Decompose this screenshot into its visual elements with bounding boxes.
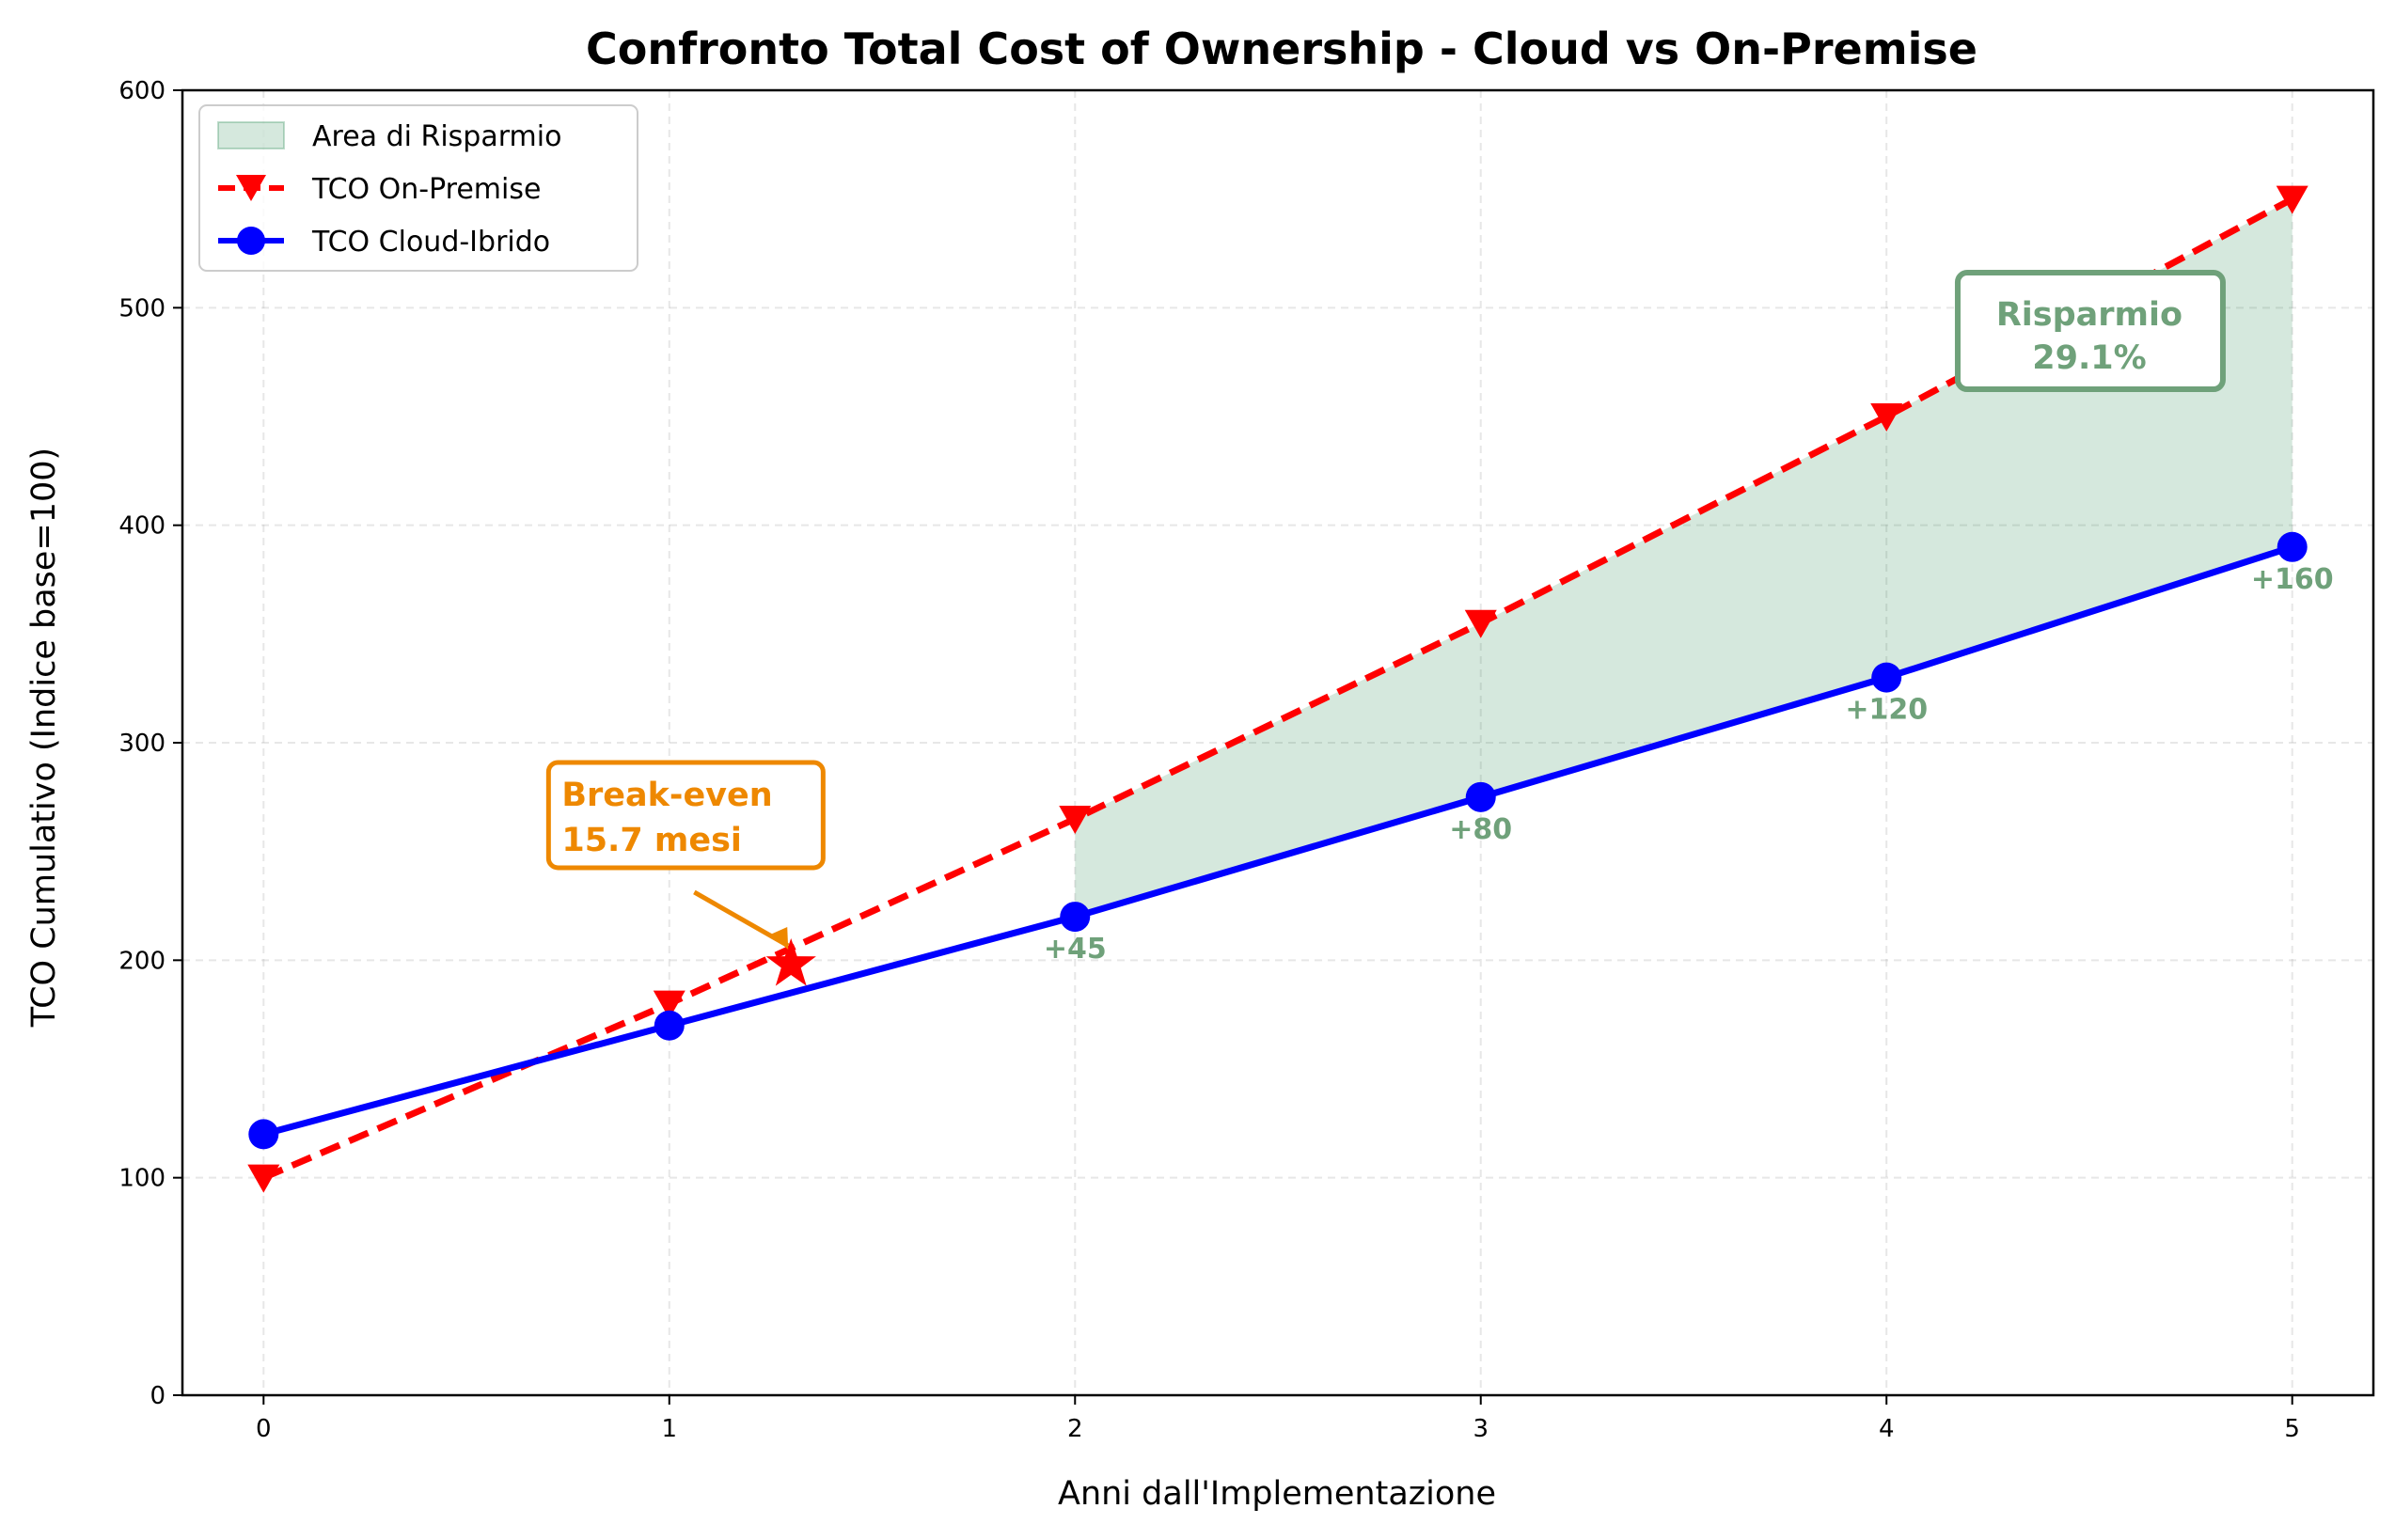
savings-box-value: 29.1% — [2032, 339, 2146, 377]
x-tick-label: 3 — [1473, 1415, 1489, 1443]
marker-onprem — [247, 1164, 280, 1193]
series-lines — [261, 196, 2294, 1181]
marker-onprem — [653, 990, 685, 1019]
marker-onprem — [2276, 185, 2308, 214]
x-tick-label: 1 — [662, 1415, 678, 1443]
marker-onprem — [1464, 609, 1497, 638]
savings-label: +45 — [1044, 933, 1107, 966]
y-tick-label: 200 — [118, 947, 165, 975]
break-even-star — [765, 938, 816, 986]
legend: Area di Risparmio TCO On-Premise TCO Clo… — [198, 104, 638, 272]
legend-label-onprem: TCO On-Premise — [311, 173, 541, 206]
y-tick-label: 600 — [118, 77, 165, 105]
savings-box-label: Risparmio — [1996, 296, 2182, 334]
legend-box — [198, 104, 638, 272]
x-tick-label: 2 — [1067, 1415, 1083, 1443]
y-tick-label: 300 — [118, 730, 165, 758]
savings-label: +120 — [1845, 694, 1928, 727]
marker-cloud — [1871, 662, 1902, 693]
x-tick-label: 5 — [2284, 1415, 2300, 1443]
break-even-value: 15.7 mesi — [561, 822, 742, 859]
legend-marker-cloud — [237, 227, 265, 255]
y-tick-label: 500 — [118, 294, 165, 322]
chart-title: Confronto Total Cost of Ownership - Clou… — [586, 24, 1977, 74]
legend-label-cloud: TCO Cloud-Ibrido — [311, 226, 550, 259]
legend-label-area: Area di Risparmio — [312, 120, 561, 153]
legend-marker-onprem — [236, 175, 266, 201]
y-tick-label: 100 — [118, 1165, 165, 1193]
savings-box — [1954, 270, 2226, 393]
x-tick-label: 0 — [256, 1415, 272, 1443]
marker-cloud — [1060, 902, 1091, 933]
axis-ticks: 0 1 2 3 4 5 0 100 200 300 400 500 600 — [118, 77, 2300, 1443]
legend-swatch-area — [217, 121, 285, 149]
marker-cloud — [654, 1010, 685, 1041]
break-even-arrow — [693, 889, 790, 949]
marker-cloud — [248, 1119, 279, 1150]
y-axis-label: TCO Cumulativo (Indice base=100) — [25, 448, 63, 1028]
break-even-arrow-head — [770, 926, 789, 950]
marker-onprem — [1870, 403, 1903, 432]
x-axis-label: Anni dall'Implementazione — [1058, 1475, 1496, 1513]
annotations: +45 +80 +120 +160 Break-even 15.7 mesi Risparm… — [545, 270, 2334, 986]
x-tick-label: 4 — [1879, 1415, 1895, 1443]
savings-label: +160 — [2251, 563, 2334, 596]
break-even-label: Break-even — [561, 777, 772, 814]
break-even-box — [545, 760, 826, 871]
marker-cloud — [1465, 781, 1496, 812]
series-markers — [247, 185, 2308, 1193]
marker-cloud — [2277, 531, 2308, 562]
y-tick-label: 400 — [118, 512, 165, 541]
savings-label: +80 — [1449, 813, 1512, 846]
y-tick-label: 0 — [150, 1382, 165, 1410]
line-onprem — [261, 196, 2294, 1181]
line-cloud — [262, 543, 2293, 1138]
marker-onprem — [1059, 805, 1092, 834]
